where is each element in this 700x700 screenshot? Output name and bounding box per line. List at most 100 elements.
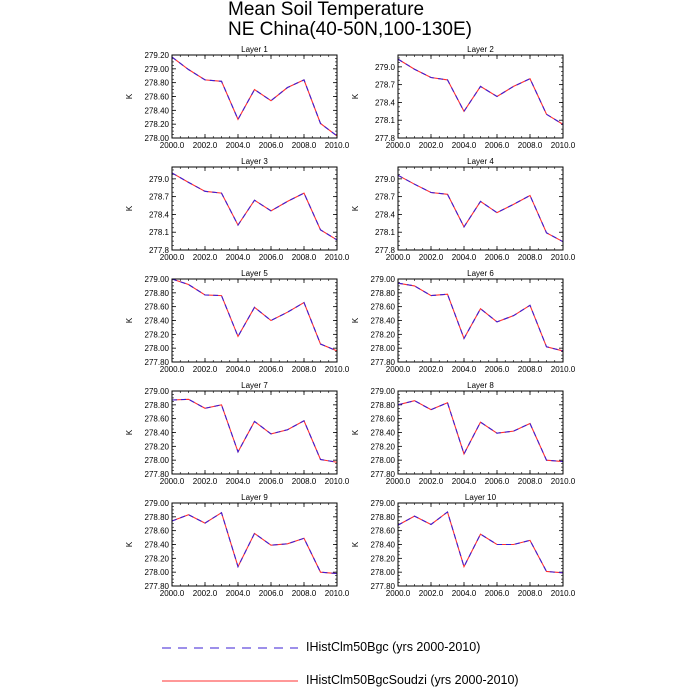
panel-3-series-1-line bbox=[171, 172, 338, 241]
panel-1-xtick-label: 2004.0 bbox=[226, 141, 251, 150]
panel-1-series-1-line bbox=[171, 56, 338, 137]
panel-10-ylabel: K bbox=[351, 541, 360, 547]
panel-1-ytick-label: 278.00 bbox=[145, 134, 170, 143]
panel-10-xtick-label: 2004.0 bbox=[452, 589, 477, 598]
panel-1-xtick-label: 2006.0 bbox=[259, 141, 284, 150]
panel-9-title: Layer 9 bbox=[241, 493, 268, 502]
panel-9-ytick-label: 278.00 bbox=[145, 568, 170, 577]
panel-8-ytick-label: 279.00 bbox=[371, 387, 396, 396]
panel-3-xtick-label: 2010.0 bbox=[325, 253, 350, 262]
panel-7-ytick-label: 278.80 bbox=[145, 401, 170, 410]
panel-3-ytick-label: 279.0 bbox=[149, 175, 170, 184]
panel-2-ytick-label: 279.0 bbox=[375, 63, 396, 72]
panel-2-ylabel: K bbox=[351, 93, 360, 99]
panel-10-ytick-label: 278.80 bbox=[371, 513, 396, 522]
panel-3-ytick-label: 278.7 bbox=[149, 193, 170, 202]
panel-10-title: Layer 10 bbox=[465, 493, 497, 502]
panel-3-xtick-label: 2002.0 bbox=[193, 253, 218, 262]
panel-1-xtick-label: 2010.0 bbox=[325, 141, 350, 150]
panel-2-xtick-label: 2006.0 bbox=[485, 141, 510, 150]
panel-2-xtick-label: 2002.0 bbox=[419, 141, 444, 150]
panel-2-xtick-label: 2008.0 bbox=[518, 141, 543, 150]
panel-3-frame bbox=[171, 166, 338, 251]
panel-2-frame bbox=[397, 54, 564, 139]
panel-5-ytick-label: 278.00 bbox=[145, 344, 170, 353]
panel-8-ytick-label: 278.60 bbox=[371, 415, 396, 424]
panel-7-frame bbox=[171, 390, 338, 475]
panel-1-frame bbox=[171, 54, 338, 139]
panel-10-ytick-label: 278.60 bbox=[371, 527, 396, 536]
panel-5-ytick-label: 278.60 bbox=[145, 303, 170, 312]
panel-8-xtick-label: 2004.0 bbox=[452, 477, 477, 486]
panel-8-frame bbox=[397, 390, 564, 475]
panel-4-frame bbox=[397, 166, 564, 251]
panel-7-ytick-label: 278.20 bbox=[145, 442, 170, 451]
panel-4-ytick-label: 278.4 bbox=[375, 210, 396, 219]
panel-1-xtick-label: 2000.0 bbox=[160, 141, 185, 150]
panel-7-series-2-line bbox=[171, 398, 338, 463]
panel-3-xtick-label: 2000.0 bbox=[160, 253, 185, 262]
panel-5-ytick-label: 278.80 bbox=[145, 289, 170, 298]
panel-3-xtick-label: 2008.0 bbox=[292, 253, 317, 262]
panel-9-ytick-label: 278.40 bbox=[145, 541, 170, 550]
panel-9-frame bbox=[171, 502, 338, 587]
panel-3-ytick-label: 278.1 bbox=[149, 228, 170, 237]
panel-5-xtick-label: 2008.0 bbox=[292, 365, 317, 374]
panel-10-xtick-label: 2008.0 bbox=[518, 589, 543, 598]
panel-3-ytick-label: 277.8 bbox=[149, 246, 170, 255]
panel-4-xtick-label: 2008.0 bbox=[518, 253, 543, 262]
panel-9-ytick-label: 278.20 bbox=[145, 554, 170, 563]
panel-2-xtick-label: 2004.0 bbox=[452, 141, 477, 150]
panel-2-ytick-label: 278.4 bbox=[375, 98, 396, 107]
panel-6-series-2-line bbox=[397, 282, 564, 352]
panel-10-xtick-label: 2006.0 bbox=[485, 589, 510, 598]
panel-4-series-1-line bbox=[397, 174, 564, 243]
panel-2-xtick-label: 2010.0 bbox=[551, 141, 576, 150]
panel-5-title: Layer 5 bbox=[241, 269, 268, 278]
panel-4-xtick-label: 2006.0 bbox=[485, 253, 510, 262]
panel-5-xtick-label: 2010.0 bbox=[325, 365, 350, 374]
panel-7-ytick-label: 278.40 bbox=[145, 429, 170, 438]
panel-9-xtick-label: 2004.0 bbox=[226, 589, 251, 598]
panel-10-series-1-line bbox=[397, 511, 564, 574]
panel-5-xtick-label: 2002.0 bbox=[193, 365, 218, 374]
panel-10-xtick-label: 2010.0 bbox=[551, 589, 576, 598]
panel-2-series-1-line bbox=[397, 58, 564, 125]
panel-6-title: Layer 6 bbox=[467, 269, 494, 278]
panel-6-ytick-label: 278.20 bbox=[371, 330, 396, 339]
panel-1-ytick-label: 278.60 bbox=[145, 93, 170, 102]
panel-6-series-1-line bbox=[397, 282, 564, 352]
panel-7-series-1-line bbox=[171, 398, 338, 463]
panel-3-series-2-line bbox=[171, 172, 338, 241]
panel-8-ytick-label: 278.20 bbox=[371, 442, 396, 451]
panel-4-xtick-label: 2000.0 bbox=[386, 253, 411, 262]
panel-3-ytick-label: 278.4 bbox=[149, 210, 170, 219]
panel-8-xtick-label: 2000.0 bbox=[386, 477, 411, 486]
panel-5-ytick-label: 278.20 bbox=[145, 330, 170, 339]
panel-2-ytick-label: 278.1 bbox=[375, 116, 396, 125]
panel-6-xtick-label: 2004.0 bbox=[452, 365, 477, 374]
panel-4-ytick-label: 278.1 bbox=[375, 228, 396, 237]
panel-3-ylabel: K bbox=[125, 205, 134, 211]
panel-7-ytick-label: 279.00 bbox=[145, 387, 170, 396]
panel-1-ylabel: K bbox=[125, 93, 134, 99]
panel-10-ytick-label: 279.00 bbox=[371, 499, 396, 508]
panel-1-ytick-label: 278.80 bbox=[145, 79, 170, 88]
panel-1-xtick-label: 2008.0 bbox=[292, 141, 317, 150]
panel-5-frame bbox=[171, 278, 338, 363]
panel-10-frame bbox=[397, 502, 564, 587]
panel-4-xtick-label: 2010.0 bbox=[551, 253, 576, 262]
panel-6-ytick-label: 278.00 bbox=[371, 344, 396, 353]
panel-8-ytick-label: 278.00 bbox=[371, 456, 396, 465]
panel-9-series-2-line bbox=[171, 511, 338, 575]
panel-1-ytick-label: 278.40 bbox=[145, 106, 170, 115]
panel-1-title: Layer 1 bbox=[241, 45, 268, 54]
panel-4-title: Layer 4 bbox=[467, 157, 494, 166]
panel-6-xtick-label: 2002.0 bbox=[419, 365, 444, 374]
panel-8-xtick-label: 2010.0 bbox=[551, 477, 576, 486]
panel-10-xtick-label: 2002.0 bbox=[419, 589, 444, 598]
panel-10-ytick-label: 278.20 bbox=[371, 554, 396, 563]
panel-8-series-2-line bbox=[397, 400, 564, 463]
panel-8-ytick-label: 278.80 bbox=[371, 401, 396, 410]
